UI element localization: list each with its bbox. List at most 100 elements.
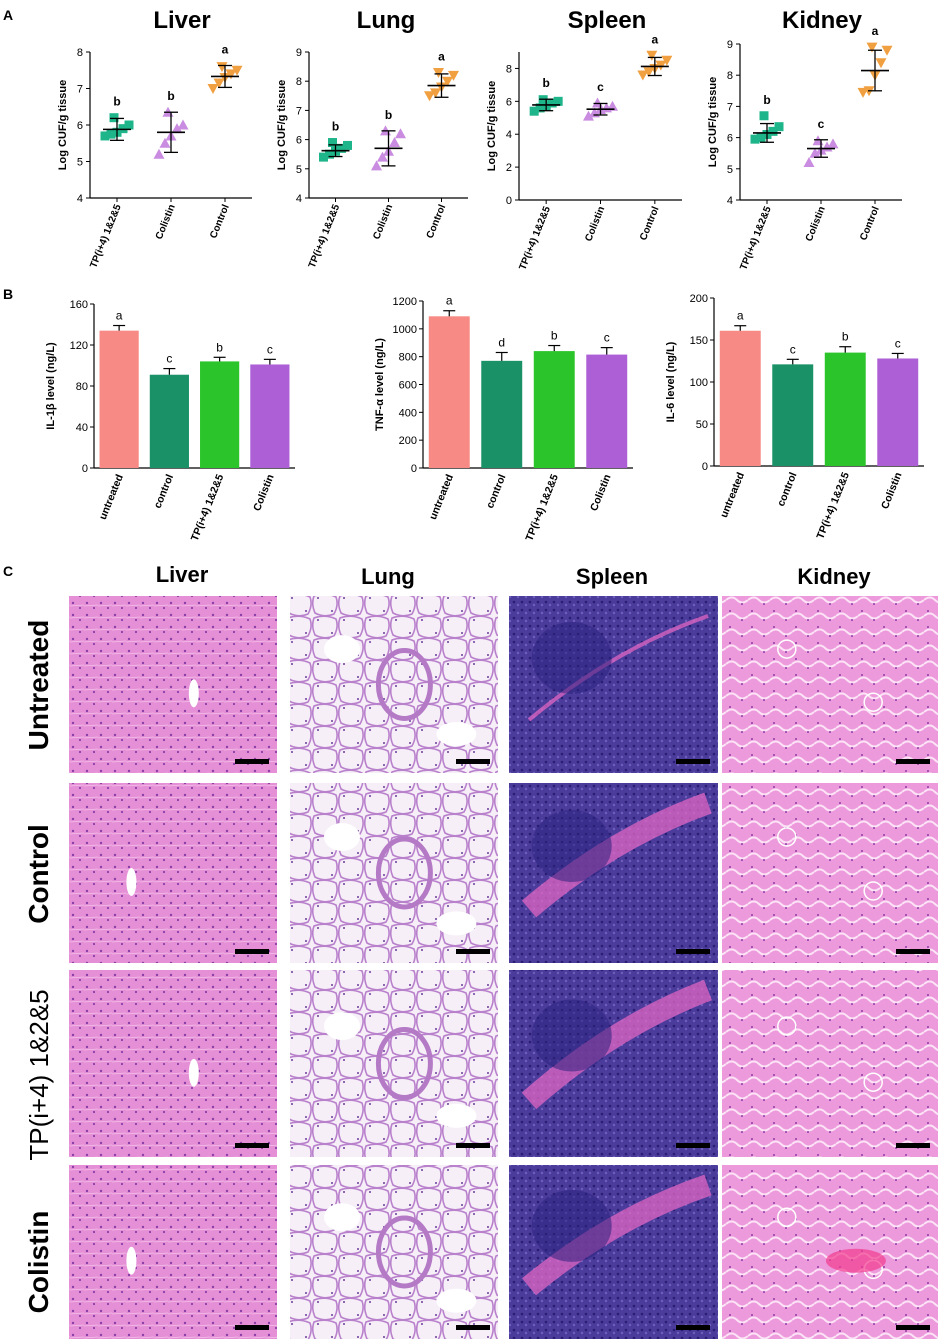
x-tick-label: TP(i+4) 1&2&5 bbox=[523, 472, 561, 542]
x-tick-label: Colistin bbox=[804, 205, 828, 243]
significance-letter: a bbox=[737, 309, 744, 323]
scale-bar bbox=[676, 949, 710, 954]
alveolar-space bbox=[436, 1288, 477, 1313]
alveolar-space bbox=[436, 911, 477, 936]
y-tick-label: 4 bbox=[77, 193, 83, 205]
data-point bbox=[430, 88, 441, 99]
y-tick-label: 80 bbox=[76, 381, 88, 393]
alveolar-space bbox=[436, 722, 477, 747]
scale-bar bbox=[456, 1143, 490, 1148]
y-axis-label: IL-1β level (ng/L) bbox=[45, 342, 57, 430]
row-title-tp: TP(i+4) 1&2&5 bbox=[24, 989, 54, 1160]
y-tick-label: 2 bbox=[506, 162, 512, 174]
chart-title: Lung bbox=[357, 7, 416, 34]
significance-letter: b bbox=[167, 89, 174, 103]
glomerulus bbox=[863, 1072, 883, 1092]
row-title-control: Control bbox=[23, 824, 54, 924]
y-tick-label: 8 bbox=[727, 70, 733, 82]
y-tick-label: 0 bbox=[506, 195, 512, 207]
y-tick-label: 8 bbox=[296, 76, 302, 88]
bar bbox=[719, 330, 761, 466]
significance-letter: c bbox=[895, 336, 901, 350]
micrograph-liver-row-4 bbox=[69, 1165, 277, 1339]
bar bbox=[200, 361, 240, 468]
bronchiole bbox=[375, 648, 433, 721]
y-tick-label: 120 bbox=[70, 340, 88, 352]
scatter-chart-spleen: Spleen 0 2 4 6 8 Log CUF/g tissue TP(i+4) 1&2&5… bbox=[486, 7, 682, 272]
vessel-lumen bbox=[188, 1058, 199, 1087]
row-title-untreated: Untreated bbox=[23, 620, 54, 751]
data-point bbox=[803, 157, 815, 168]
data-point bbox=[774, 122, 784, 132]
scale-bar bbox=[896, 759, 930, 764]
data-point bbox=[371, 160, 382, 171]
glomerulus bbox=[777, 827, 797, 847]
y-tick-label: 5 bbox=[727, 164, 733, 176]
glomerulus bbox=[777, 639, 797, 659]
data-point bbox=[109, 113, 119, 123]
bronchiole bbox=[375, 1027, 433, 1100]
y-axis-label: Log CUF/g tissue bbox=[486, 81, 498, 171]
y-tick-label: 6 bbox=[296, 135, 302, 147]
micrograph-image bbox=[722, 1165, 938, 1339]
white-pulp bbox=[531, 810, 612, 882]
data-point bbox=[389, 137, 400, 148]
y-tick-label: 5 bbox=[77, 157, 83, 169]
y-axis-label: TNF-α level (ng/L) bbox=[374, 338, 386, 431]
data-point bbox=[637, 70, 649, 81]
micrograph-image bbox=[722, 783, 938, 963]
micrograph-spleen-row-2 bbox=[509, 783, 718, 963]
bar bbox=[99, 330, 139, 468]
micrograph-spleen-row-4 bbox=[509, 1165, 718, 1339]
scale-bar bbox=[235, 1325, 269, 1330]
bar bbox=[428, 316, 470, 468]
y-tick-label: 600 bbox=[399, 380, 417, 392]
chart-title: Kidney bbox=[782, 7, 863, 34]
micrograph-image bbox=[722, 970, 938, 1157]
panel-label-c: C bbox=[3, 563, 13, 579]
red-pulp bbox=[527, 614, 709, 722]
bar bbox=[481, 360, 523, 468]
vessel-lumen bbox=[188, 679, 199, 708]
data-point bbox=[177, 119, 189, 130]
significance-letter: b bbox=[332, 120, 339, 134]
scale-bar bbox=[676, 759, 710, 764]
data-point bbox=[756, 133, 766, 143]
data-point bbox=[213, 78, 225, 89]
micrograph-lung-row-3 bbox=[290, 970, 498, 1157]
red-pulp bbox=[522, 1174, 712, 1296]
bar bbox=[824, 352, 866, 466]
x-tick-label: TP(i+4) 1&2&5 bbox=[307, 203, 343, 270]
data-point bbox=[337, 143, 346, 153]
micrograph-image bbox=[69, 970, 277, 1157]
x-tick-label: TP(i+4) 1&2&5 bbox=[738, 205, 774, 272]
y-tick-label: 150 bbox=[690, 335, 708, 347]
significance-letter: a bbox=[872, 24, 879, 38]
y-tick-label: 6 bbox=[506, 96, 512, 108]
glomerulus bbox=[777, 1207, 797, 1227]
x-tick-label: TP(i+4) 1&2&5 bbox=[88, 203, 124, 270]
significance-letter: c bbox=[604, 331, 610, 345]
significance-letter: d bbox=[498, 335, 505, 349]
y-axis-label: Log CUF/g tissue bbox=[707, 77, 719, 167]
significance-letter: b bbox=[763, 93, 770, 107]
data-point bbox=[759, 111, 769, 121]
scatter-chart-lung: Lung 4 5 6 7 8 9 Log CUF/g tissue TP(i+4) 1&2&5 b… bbox=[276, 7, 468, 270]
micrograph-image bbox=[69, 783, 277, 963]
scale-bar bbox=[456, 949, 490, 954]
data-point bbox=[328, 138, 337, 148]
micrograph-image bbox=[69, 596, 277, 773]
hemorrhage bbox=[825, 1248, 886, 1273]
chart-title: Liver bbox=[153, 7, 210, 34]
significance-letter: b bbox=[113, 95, 120, 109]
significance-letter: a bbox=[651, 32, 658, 46]
significance-letter: b bbox=[216, 340, 223, 354]
data-point bbox=[106, 129, 116, 139]
significance-letter: b bbox=[542, 76, 549, 90]
alveolar-space bbox=[324, 823, 360, 851]
x-tick-label: TP(i+4) 1&2&5 bbox=[189, 472, 227, 542]
data-point bbox=[319, 152, 328, 162]
x-tick-label: TP(i+4) 1&2&5 bbox=[814, 470, 852, 540]
bar-chart-2: 0 200 400 600 800 1000 1200 TNF-α level (ng/L) a… bbox=[374, 294, 633, 543]
